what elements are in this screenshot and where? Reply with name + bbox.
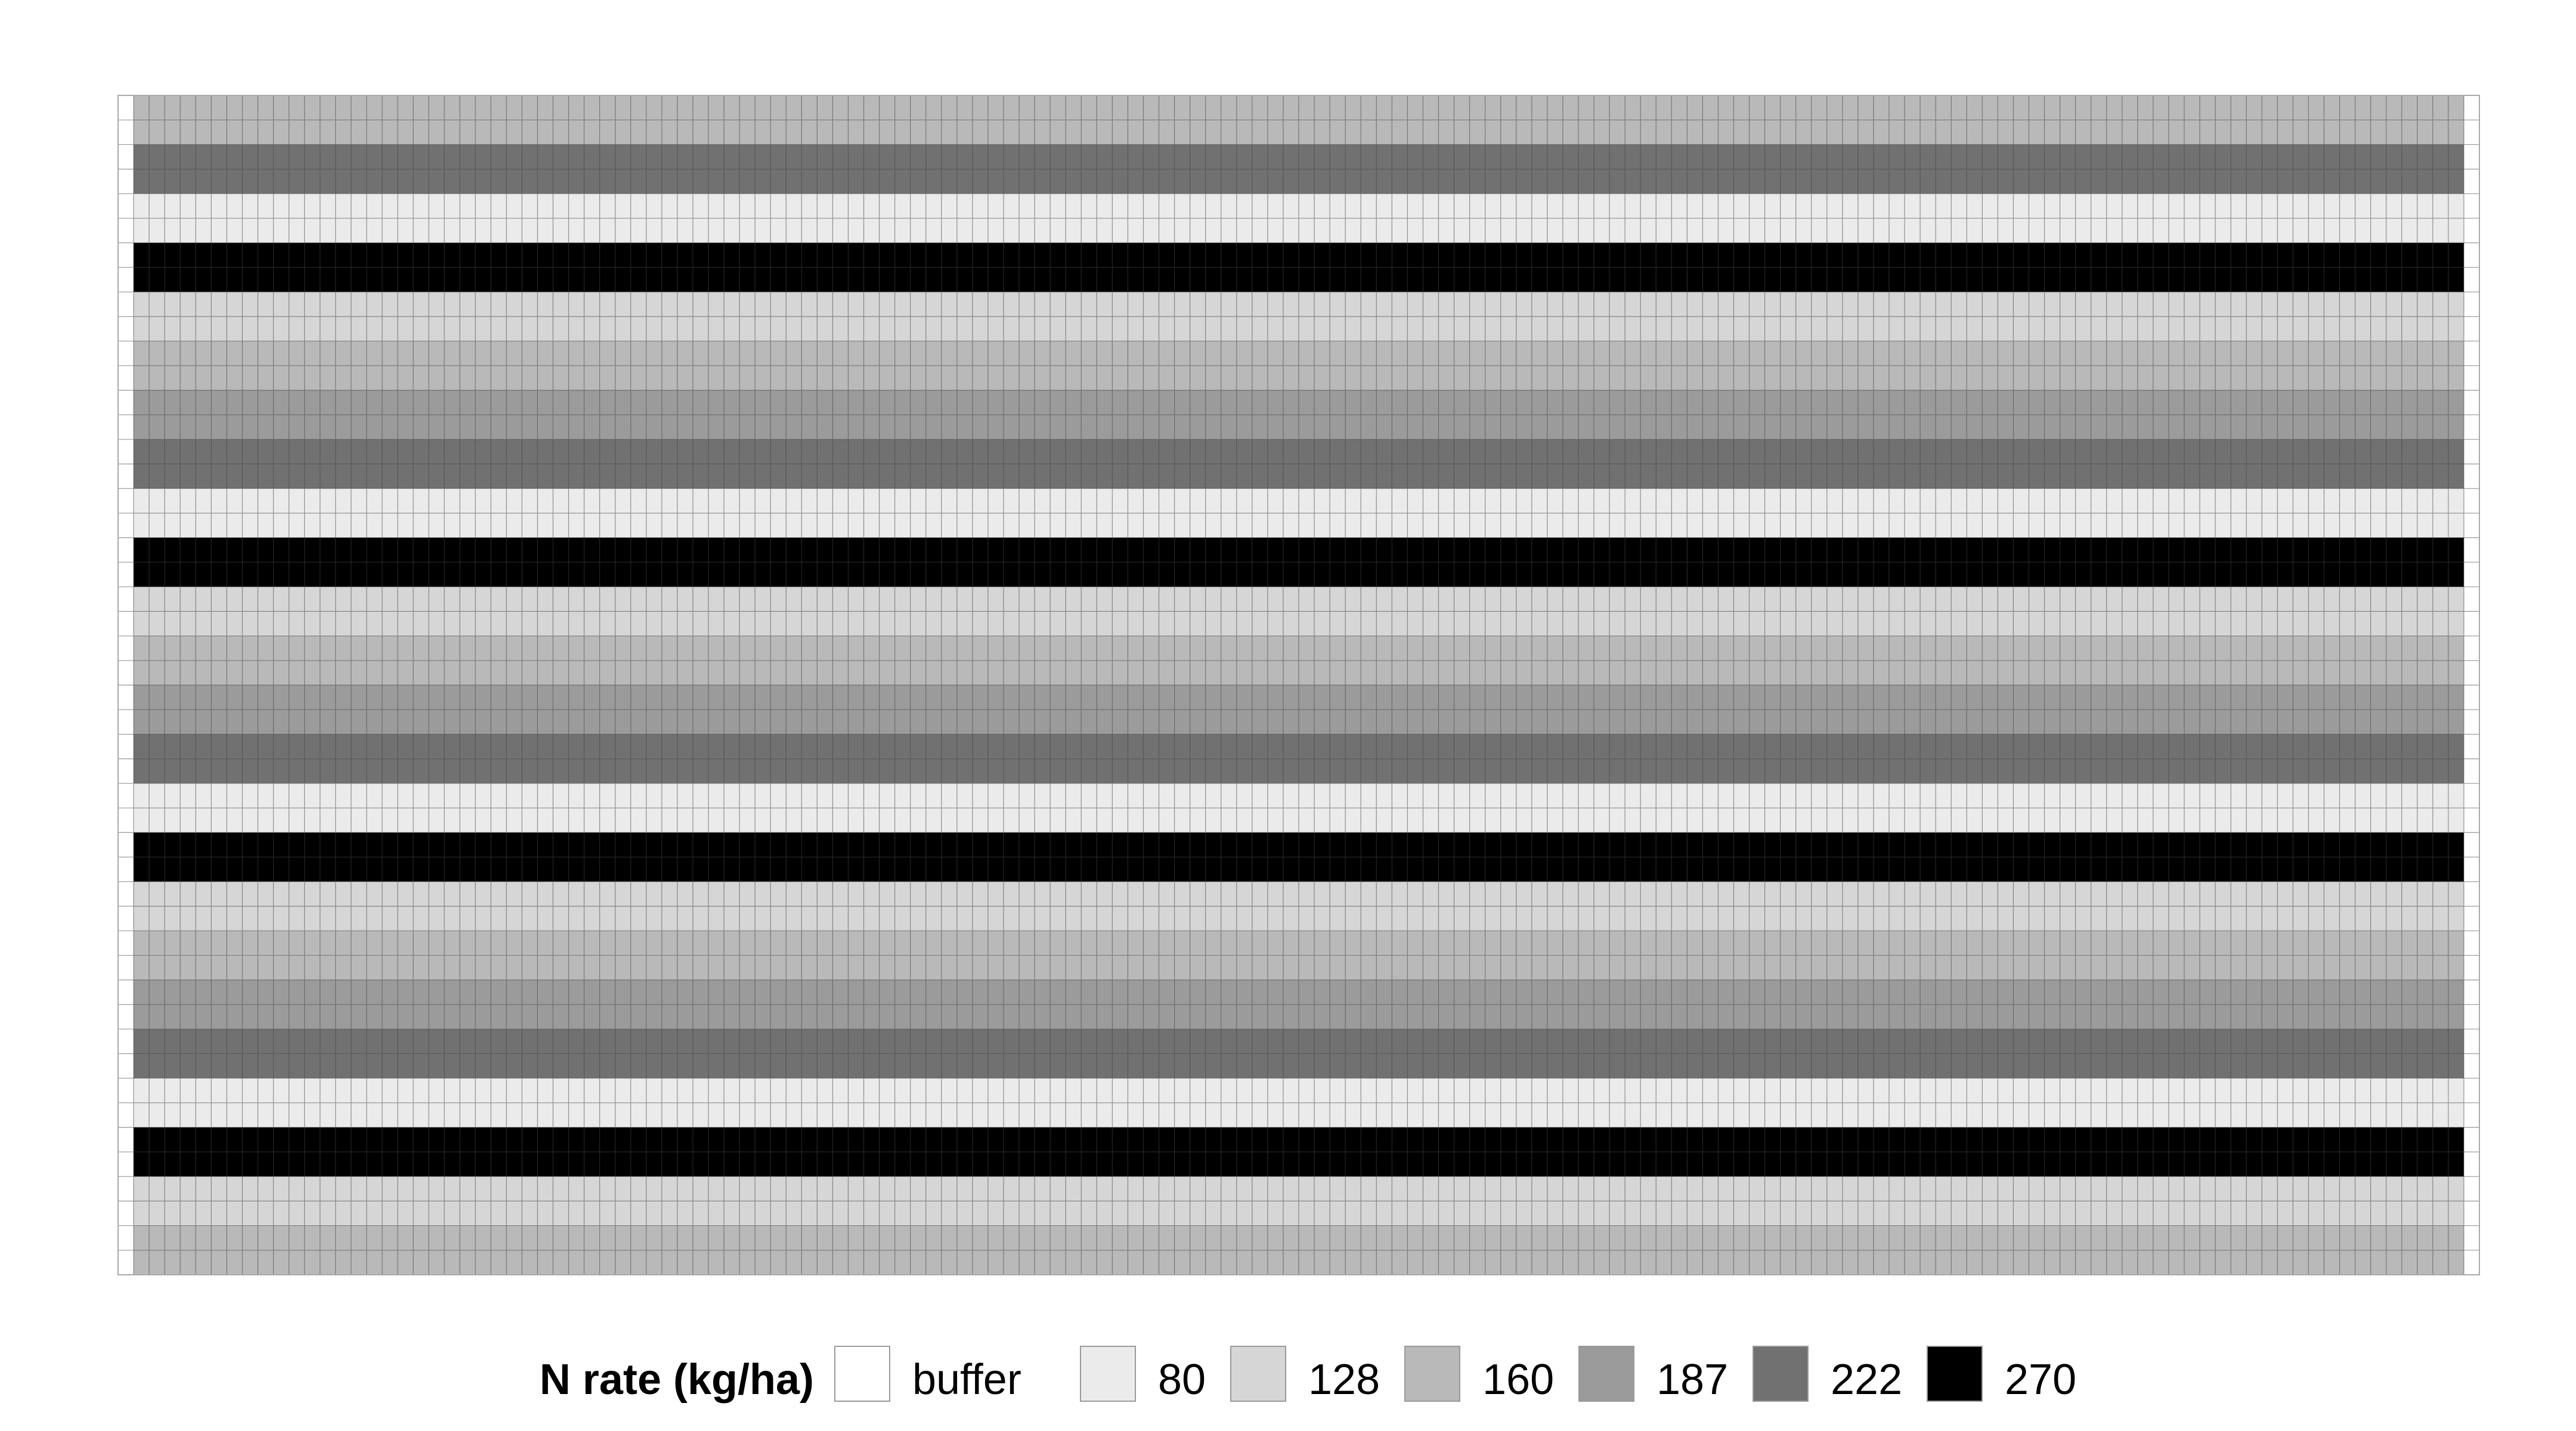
legend-label-buffer: buffer [912, 1356, 1021, 1404]
legend-label-80: 80 [1158, 1356, 1206, 1404]
legend-label-128: 128 [1308, 1356, 1380, 1404]
legend-item-222: 222 [1753, 1346, 1902, 1404]
legend-item-buffer: buffer [834, 1346, 1021, 1404]
legend-item-187: 187 [1578, 1346, 1728, 1404]
legend-swatch-80 [1080, 1346, 1136, 1402]
cell-grid [117, 95, 2480, 1275]
legend-item-160: 160 [1404, 1346, 1554, 1404]
plot-area [117, 95, 2480, 1275]
legend-item-270: 270 [1927, 1346, 2076, 1404]
legend-swatch-buffer [834, 1346, 890, 1402]
legend-label-222: 222 [1831, 1356, 1902, 1404]
legend-item-80: 80 [1080, 1346, 1206, 1404]
legend-label-187: 187 [1657, 1356, 1728, 1404]
legend-label-160: 160 [1482, 1356, 1554, 1404]
legend-items: buffer 80 128 160 187 222 270 [834, 1346, 2076, 1404]
legend-swatch-270 [1927, 1346, 1983, 1402]
legend-label-270: 270 [2005, 1356, 2076, 1404]
legend-swatch-222 [1753, 1346, 1809, 1402]
legend: N rate (kg/ha) buffer 80 128 160 187 222 270 [540, 1346, 2076, 1404]
legend-swatch-128 [1230, 1346, 1286, 1402]
legend-swatch-187 [1578, 1346, 1634, 1402]
legend-title: N rate (kg/ha) [540, 1356, 814, 1404]
legend-item-128: 128 [1230, 1346, 1380, 1404]
plot-frame [117, 95, 2480, 1275]
legend-swatch-160 [1404, 1346, 1460, 1402]
